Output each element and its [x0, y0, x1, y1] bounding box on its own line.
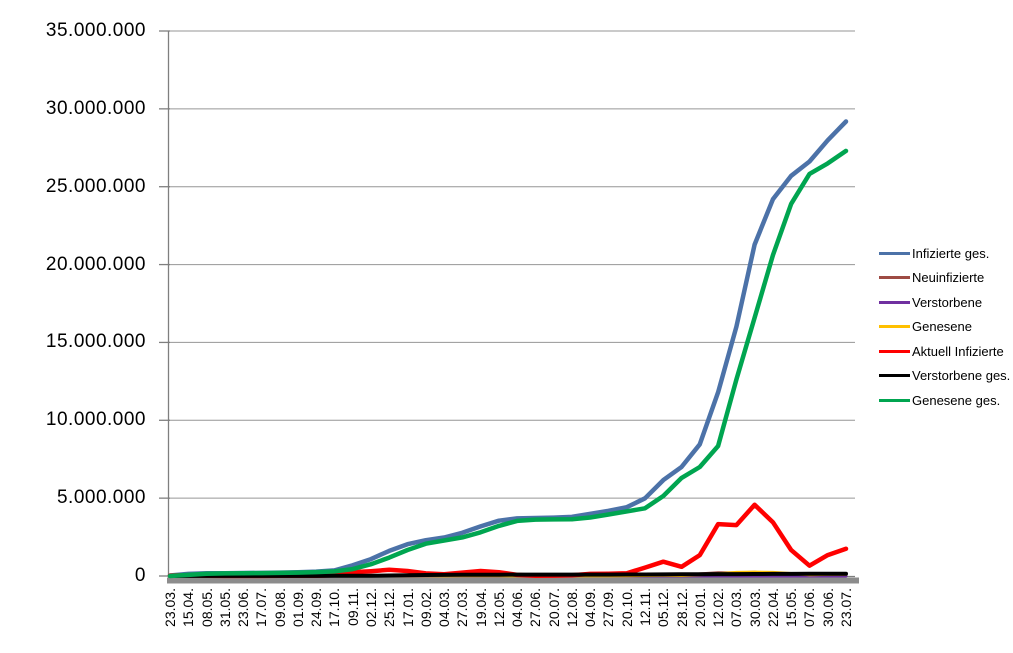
y-axis-label: 5.000.000	[56, 487, 146, 509]
x-axis-label-text: 15.05.	[783, 588, 800, 627]
x-axis-label-text: 12.11.	[637, 588, 654, 626]
legend-label: Neuinfizierte	[912, 270, 985, 286]
x-axis-label-text: 17.01.	[399, 588, 416, 627]
x-axis-label-text: 24.09.	[308, 588, 325, 627]
legend-swatch-icon	[879, 325, 910, 329]
x-axis-label-text: 17.10.	[326, 588, 343, 627]
x-axis-label-text: 07.06.	[801, 588, 818, 627]
x-axis-label-text: 30.06.	[819, 588, 836, 627]
x-axis-label-text: 05.12.	[655, 588, 672, 627]
legend-label: Infizierte ges.	[912, 245, 990, 261]
x-axis-label-text: 04.06.	[509, 588, 526, 627]
legend-label: Genesene	[912, 319, 972, 335]
legend-item-neuinfizierte: Neuinfizierte	[879, 266, 1010, 291]
legend-item-genesene-ges: Genesene ges.	[879, 388, 1010, 413]
x-axis-label-text: 23.07.	[838, 588, 854, 627]
x-axis-label-text: 09.02.	[417, 588, 434, 627]
legend-swatch-icon	[879, 300, 910, 304]
legend-swatch-icon	[879, 374, 910, 378]
legend-label: Verstorbene	[912, 294, 983, 310]
legend-swatch-icon	[879, 251, 910, 255]
legend-swatch-icon	[879, 398, 910, 402]
x-axis-label-text: 20.01.	[691, 588, 708, 627]
x-axis-label-text: 09.11.	[344, 588, 361, 626]
x-axis-label-text: 23.03.	[162, 588, 178, 627]
x-axis-label-text: 27.06.	[527, 588, 544, 627]
series-line-verstorbene-ges	[168, 571, 848, 578]
x-axis-label-text: 12.02.	[710, 588, 727, 627]
x-axis-label-text: 20.10.	[618, 588, 635, 627]
y-axis-label: 15.000.000	[45, 331, 146, 353]
x-axis-label-text: 08.05.	[198, 588, 215, 627]
legend-item-verstorbene-ges: Verstorbene ges.	[879, 364, 1010, 389]
y-axis-label: 35.000.000	[45, 20, 146, 41]
legend-item-aktuell-infizierte: Aktuell Infizierte	[879, 339, 1010, 364]
x-axis-label-text: 27.09.	[600, 588, 617, 627]
legend-item-verstorbene: Verstorbene	[879, 290, 1010, 315]
x-axis-label-text: 12.05.	[490, 588, 507, 627]
legend-swatch-icon	[879, 276, 910, 280]
x-axis-shadow	[167, 577, 859, 584]
y-axis-label: 20.000.000	[45, 253, 146, 275]
legend-label: Verstorbene ges.	[912, 368, 1011, 384]
legend-swatch-icon	[879, 349, 910, 353]
x-axis-label-text: 15.04.	[180, 588, 197, 627]
x-axis-label-text: 17.07.	[253, 588, 270, 627]
y-axis-label: 25.000.000	[45, 175, 146, 197]
x-axis-label-text: 19.04.	[472, 588, 489, 627]
x-axis-label-text: 07.03.	[728, 588, 745, 627]
x-axis-label-text: 31.05.	[216, 588, 233, 627]
x-axis-label-text: 01.09.	[289, 588, 306, 627]
legend-label: Genesene ges.	[912, 392, 1001, 408]
x-axis-label-text: 04.03.	[436, 588, 453, 627]
x-axis-label-text: 20.07.	[545, 588, 562, 627]
x-axis-label-text: 25.12.	[381, 588, 398, 627]
x-axis-label-text: 12.08.	[563, 588, 580, 627]
y-axis-label: 30.000.000	[45, 97, 146, 119]
x-axis-label-text: 27.03.	[454, 588, 471, 627]
legend-item-genesene: Genesene	[879, 315, 1010, 340]
legend: Infizierte ges. Neuinfizierte Verstorbene G…	[879, 241, 1010, 413]
series-line-genesene-ges	[167, 148, 849, 579]
x-axis-label-text: 09.08.	[271, 588, 288, 627]
legend-label: Aktuell Infizierte	[912, 343, 1004, 359]
legend-item-infizierte-ges: Infizierte ges.	[879, 241, 1010, 266]
x-axis-label-text: 28.12.	[673, 588, 690, 627]
x-axis-label-text: 23.06.	[235, 588, 252, 627]
x-axis-label-text: 30.03.	[746, 588, 763, 627]
x-axis-label-text: 22.04.	[764, 588, 781, 627]
x-axis-label-text: 02.12.	[362, 588, 379, 627]
x-axis-label-text: 04.09.	[582, 588, 599, 627]
y-axis-label: 10.000.000	[45, 409, 146, 431]
y-axis-label: 0	[134, 565, 146, 586]
series-line-aktuell-infizierte	[167, 502, 849, 579]
